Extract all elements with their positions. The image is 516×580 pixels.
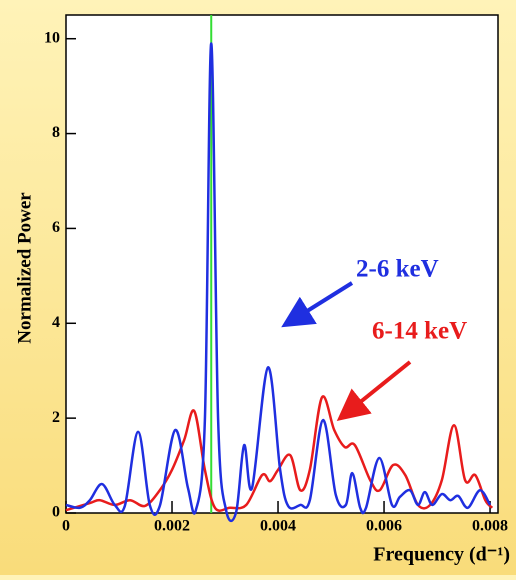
x-tick-label: 0 (62, 518, 70, 535)
y-tick-label: 6 (52, 219, 60, 236)
x-axis-label: Frequency (d⁻¹) (373, 544, 510, 566)
x-tick-label: 0.004 (260, 518, 296, 535)
annotation: 6-14 keV (372, 318, 467, 345)
y-axis-label: Normalized Power (14, 192, 35, 344)
x-tick-label: 0.008 (472, 518, 508, 535)
y-tick-label: 8 (52, 124, 60, 141)
y-tick-label: 10 (44, 29, 60, 46)
y-tick-label: 0 (52, 504, 60, 521)
y-tick-label: 4 (52, 314, 60, 331)
x-tick-label: 0.006 (366, 518, 402, 535)
y-tick-label: 2 (52, 409, 60, 426)
x-tick-label: 0.002 (154, 518, 190, 535)
arrow (336, 360, 412, 422)
annotation: 2-6 keV (356, 256, 439, 283)
arrow (281, 281, 354, 328)
plot-area (65, 14, 499, 514)
series-line (65, 42, 492, 523)
